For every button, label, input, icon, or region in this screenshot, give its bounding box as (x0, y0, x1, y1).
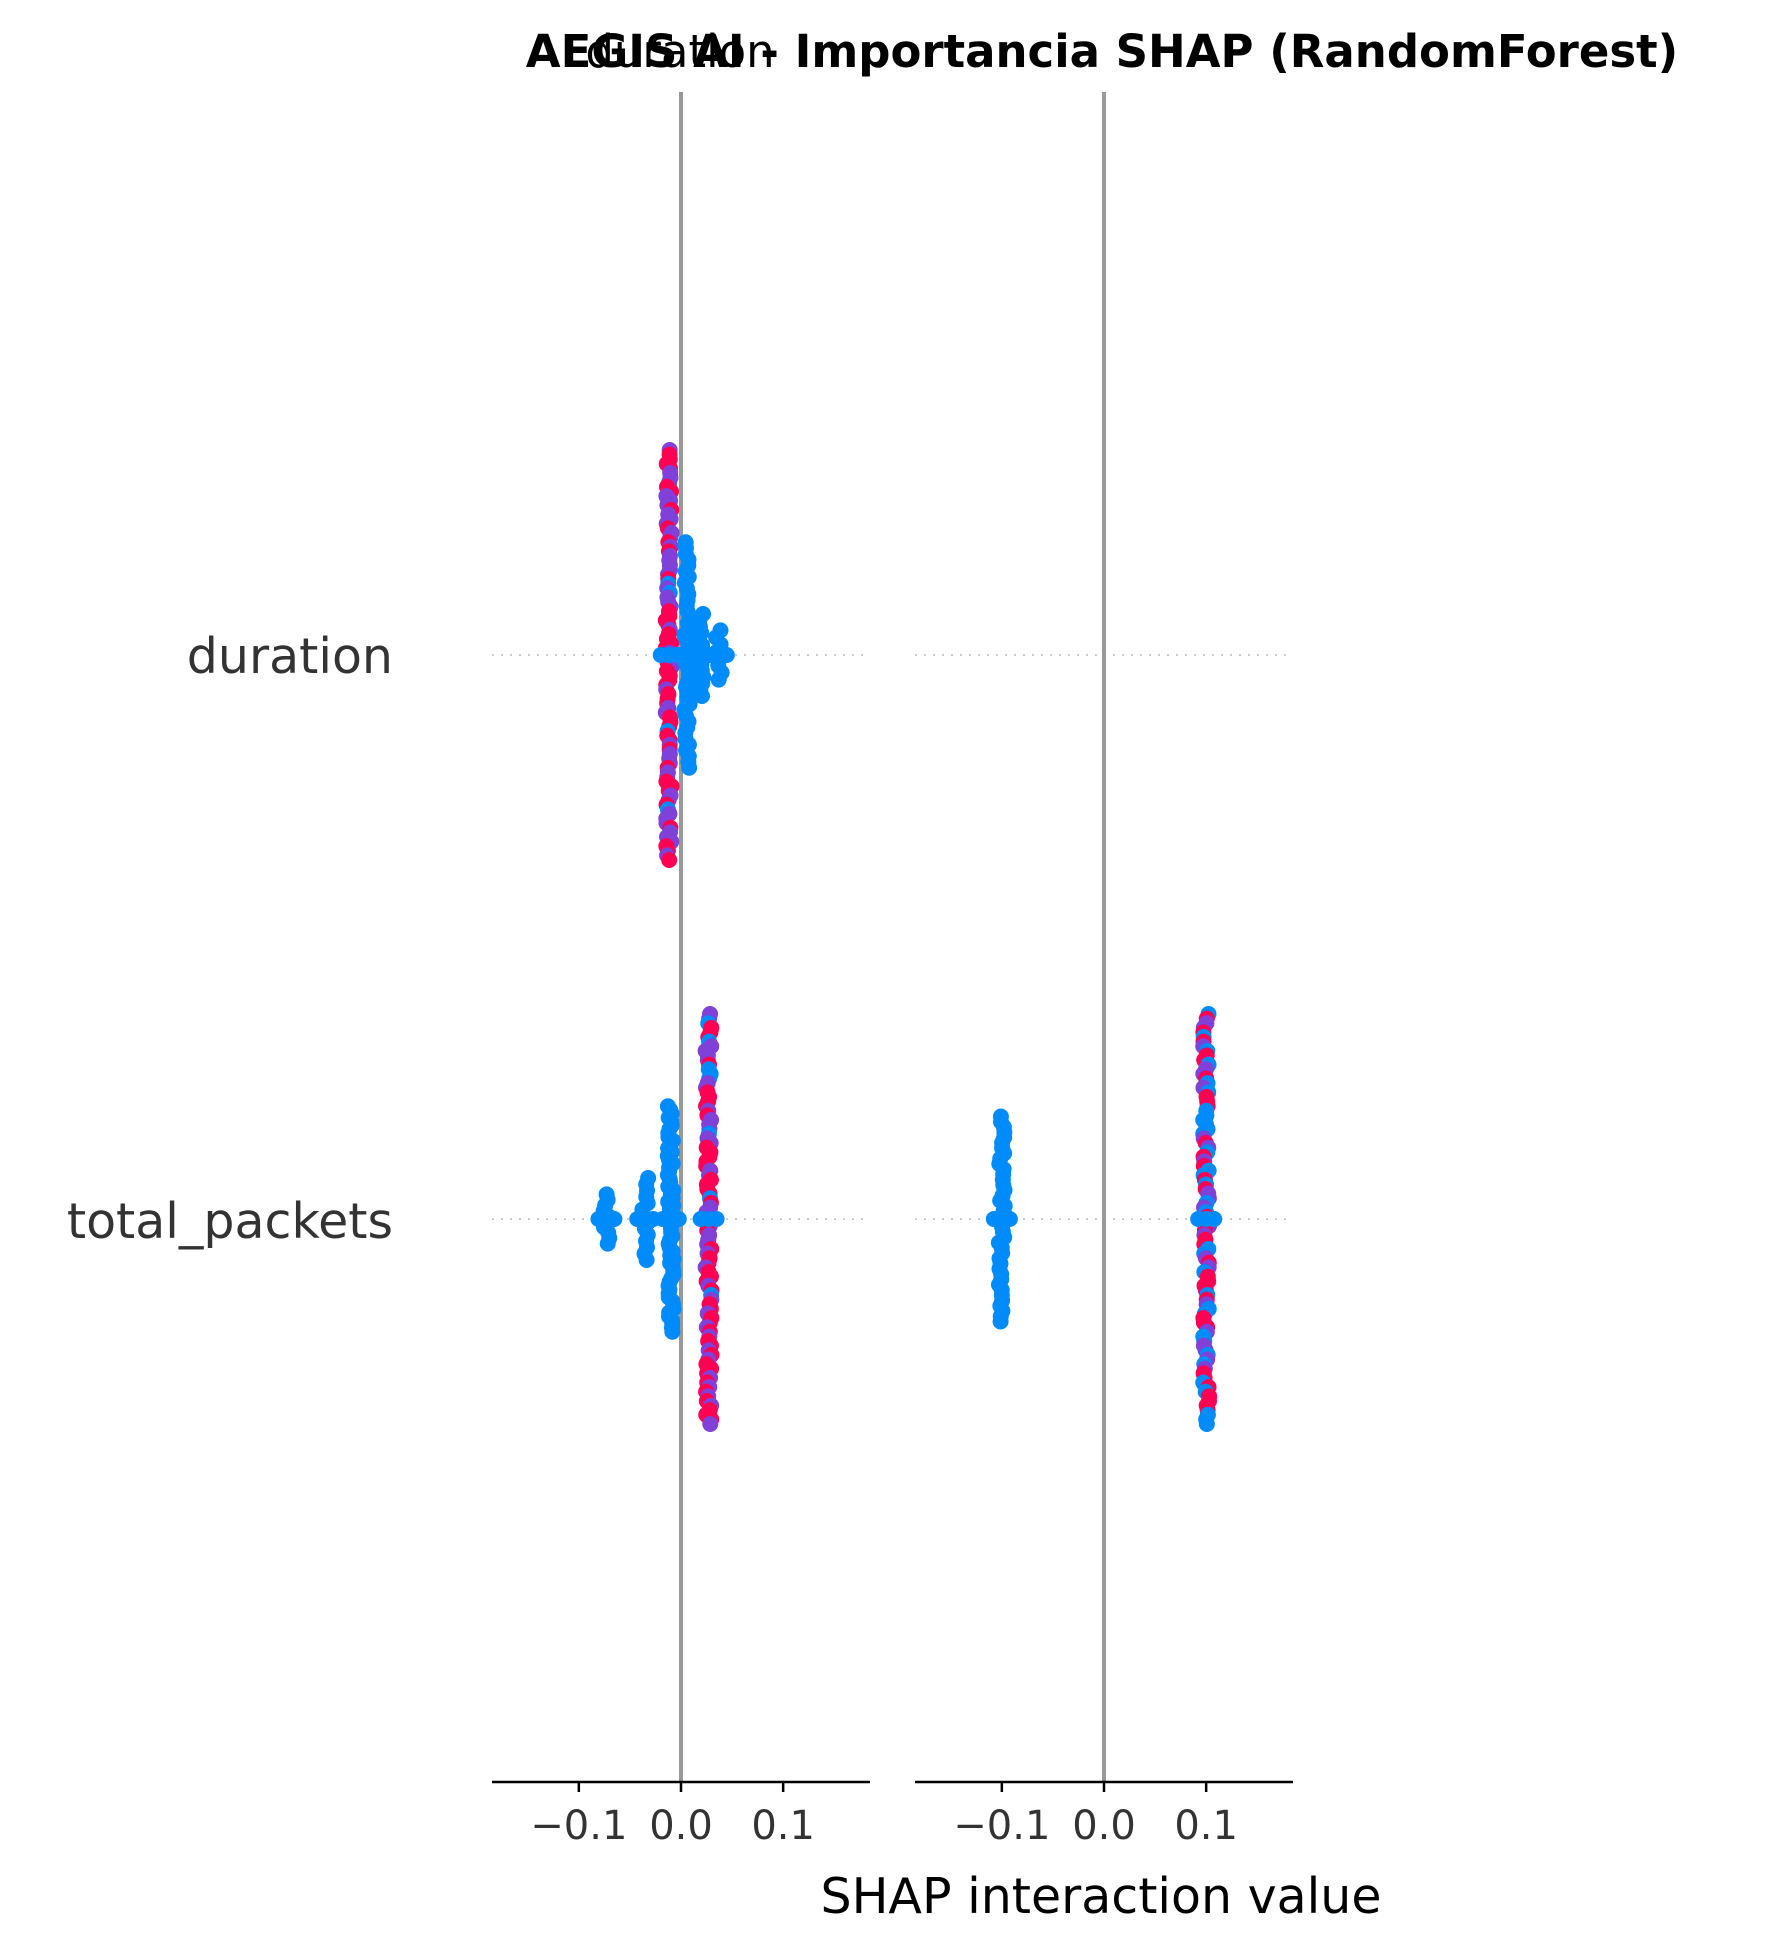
shap-point (718, 647, 735, 663)
x-tick-label: −0.1 (530, 1803, 627, 1849)
shap-point (670, 1211, 687, 1227)
shap-point (992, 1313, 1009, 1330)
shap-point (1198, 1416, 1215, 1432)
chart-title: AEGIS AI - Importancia SHAP (RandomFores… (526, 25, 1679, 78)
y-label-duration: duration (187, 628, 393, 685)
shap-point (710, 671, 727, 688)
shap-point (664, 1323, 681, 1340)
shap-point (702, 1416, 719, 1432)
shap-point (1001, 1211, 1018, 1227)
y-label-total-packets: total_packets (67, 1193, 393, 1250)
shap-point (606, 1211, 623, 1227)
panel-total-packets-interaction: −0.1 0.0 0.1 (915, 92, 1293, 1849)
shap-point (708, 1211, 725, 1227)
shap-point (599, 1235, 616, 1252)
panel-title-duration: duration (585, 25, 774, 78)
x-axis-label: SHAP interaction value (820, 1868, 1381, 1925)
x-tick-label: 0.0 (1072, 1803, 1136, 1849)
shap-point (1206, 1211, 1223, 1227)
shap-point (661, 852, 678, 868)
x-tick-label: −0.1 (953, 1803, 1050, 1849)
x-tick-label: 0.1 (751, 1803, 815, 1849)
shap-point (638, 1252, 655, 1268)
x-tick-label: 0.1 (1174, 1803, 1238, 1849)
shap-point (693, 688, 710, 704)
panel-duration-interaction: −0.1 0.0 0.1 (492, 92, 870, 1849)
shap-point (681, 759, 698, 776)
x-tick-label: 0.0 (649, 1803, 713, 1849)
